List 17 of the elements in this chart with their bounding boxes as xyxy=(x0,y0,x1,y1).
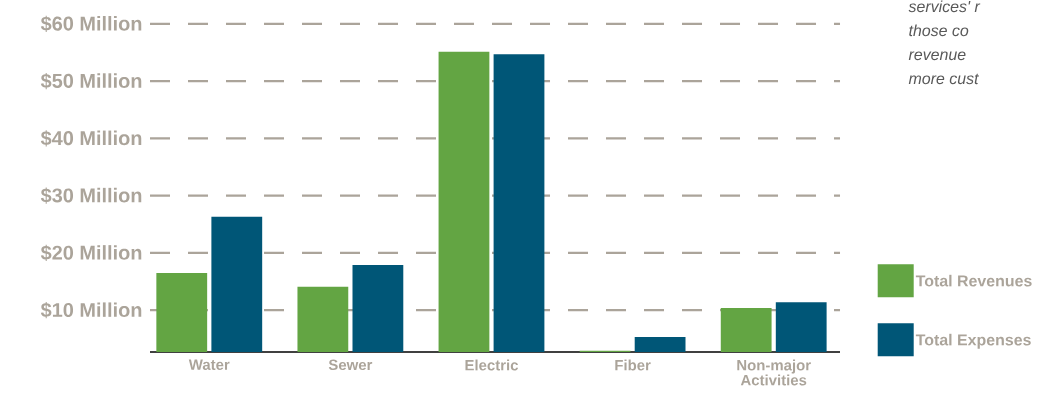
legend-label: Total Revenues xyxy=(915,274,1032,287)
x-tick-label: Water xyxy=(188,359,230,370)
legend-label: Total Expenses xyxy=(915,333,1031,349)
y-tick-label: $30 Million xyxy=(40,187,142,204)
y-tick-label: $40 Million xyxy=(40,130,142,147)
text: more cust xyxy=(908,73,980,85)
y-tick-label: $60 Million xyxy=(40,15,142,32)
text: those co xyxy=(909,24,969,37)
y-tick-label: $20 Million xyxy=(40,244,142,262)
x-tick-label: Non-major Activities xyxy=(737,359,811,386)
y-tick-label: $50 Million xyxy=(40,72,142,90)
x-tick-label: Fiber xyxy=(615,359,651,371)
text: services' r xyxy=(908,0,981,13)
x-tick-label: Sewer xyxy=(328,359,373,371)
text: revenue xyxy=(908,51,966,61)
y-tick-label: $10 Million xyxy=(40,302,142,319)
x-tick-label: Electric xyxy=(465,359,519,371)
